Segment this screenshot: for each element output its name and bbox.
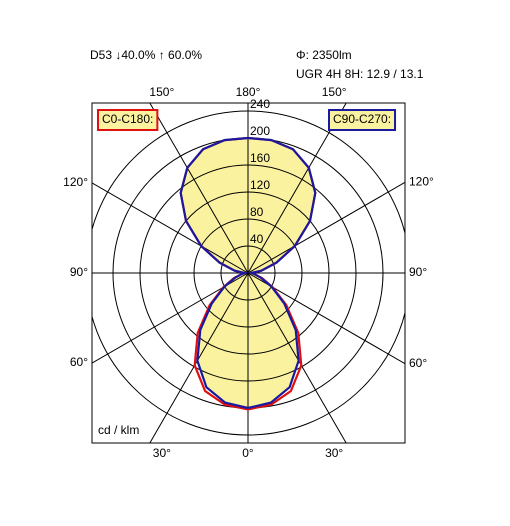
grid-spoke (149, 103, 249, 274)
legend-box (97, 109, 159, 131)
legend-box (328, 109, 397, 131)
angle-label: 90° (409, 265, 427, 279)
legend-label: C0-C180: (102, 112, 153, 126)
grid-spoke (92, 182, 249, 274)
angle-label: 120° (409, 175, 434, 189)
unit-label: cd / klm (98, 423, 139, 437)
radius-label: 240 (250, 97, 270, 111)
radius-label: 80 (250, 205, 264, 219)
header-right: Φ: 2350lm (296, 48, 352, 62)
angle-label: 60° (409, 356, 427, 370)
grid-spoke (247, 103, 347, 274)
angle-label: 150° (322, 85, 347, 99)
radius-label: 120 (250, 178, 270, 192)
header-right: UGR 4H 8H: 12.9 / 13.1 (296, 67, 424, 81)
grid-spoke (149, 272, 249, 443)
angle-label: 30° (325, 446, 343, 460)
angle-label: 90° (70, 265, 88, 279)
header-left: D53 ↓40.0% ↑ 60.0% (90, 48, 202, 62)
radius-label: 160 (250, 151, 270, 165)
angle-label: 30° (153, 446, 171, 460)
radius-label: 200 (250, 124, 270, 138)
intensity-curve (179, 136, 249, 410)
plot-area (92, 103, 405, 443)
plot-frame (91, 102, 406, 444)
grid-spoke (247, 181, 405, 274)
overlay: 0° 30° 30° 60° 60° 90° 90° 120° 120° 150° 150° 180°… (63, 85, 434, 460)
angle-label: 180° (236, 85, 261, 99)
angle-label: 0° (242, 446, 254, 460)
radius-label: 40 (250, 232, 264, 246)
intensity-curve (247, 136, 317, 410)
angle-label: 60° (70, 355, 88, 369)
grid-spoke (247, 272, 347, 443)
angle-label: 150° (149, 85, 174, 99)
angle-label: 120° (63, 175, 88, 189)
legend-label: C90-C270: (333, 112, 391, 126)
